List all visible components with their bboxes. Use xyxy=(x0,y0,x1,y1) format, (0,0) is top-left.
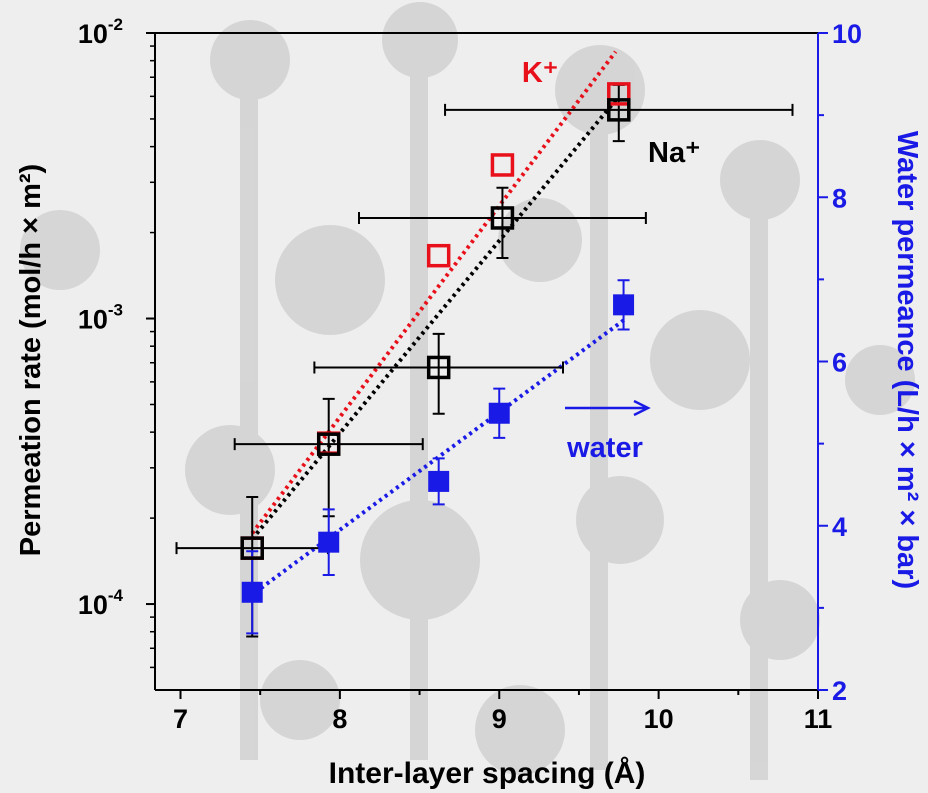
series-label: Na⁺ xyxy=(648,137,700,169)
y2-tick-label: 10 xyxy=(832,19,862,49)
y2-tick-label: 6 xyxy=(832,348,847,378)
marker xyxy=(429,246,449,266)
y-error-bar xyxy=(323,399,335,516)
y-tick-label: 10-4 xyxy=(78,586,124,620)
series-label: water xyxy=(566,432,643,464)
x-tick-label: 7 xyxy=(173,704,188,734)
y2-tick-label: 4 xyxy=(832,512,847,542)
x-tick-label: 8 xyxy=(332,704,347,734)
marker xyxy=(614,295,634,315)
y2-axis-label: Water permeance (L/h × m² × bar) xyxy=(891,131,923,589)
page: {"chart_data": { "type": "scatter", "xla… xyxy=(0,0,928,793)
x-tick-label: 9 xyxy=(492,704,507,734)
marker xyxy=(492,155,512,175)
y-tick-base: 10 xyxy=(78,305,108,335)
x-tick-label: 10 xyxy=(644,704,674,734)
y-tick-exponent: -4 xyxy=(108,586,124,605)
x-axis-label: Inter-layer spacing (Å) xyxy=(329,757,646,790)
series-label: K⁺ xyxy=(522,57,558,89)
y-axis-label: Permeation rate (mol/h × m²) xyxy=(15,164,47,556)
marker xyxy=(489,403,509,423)
y-tick-base: 10 xyxy=(78,590,108,620)
y-tick-label: 10-3 xyxy=(78,301,123,335)
marker xyxy=(319,532,339,552)
marker xyxy=(242,582,262,602)
y-tick-exponent: -3 xyxy=(108,301,123,320)
marker xyxy=(429,471,449,491)
x-tick-label: 11 xyxy=(804,704,833,734)
y2-tick-label: 2 xyxy=(832,676,847,706)
chart: 789101110-410-310-2246810K⁺Na⁺water Inte… xyxy=(0,0,928,793)
y2-tick-label: 8 xyxy=(832,183,847,213)
y-error-bar xyxy=(433,334,445,414)
y-tick-base: 10 xyxy=(78,19,108,49)
y-tick-exponent: -2 xyxy=(108,15,123,34)
y-tick-label: 10-2 xyxy=(78,15,123,49)
